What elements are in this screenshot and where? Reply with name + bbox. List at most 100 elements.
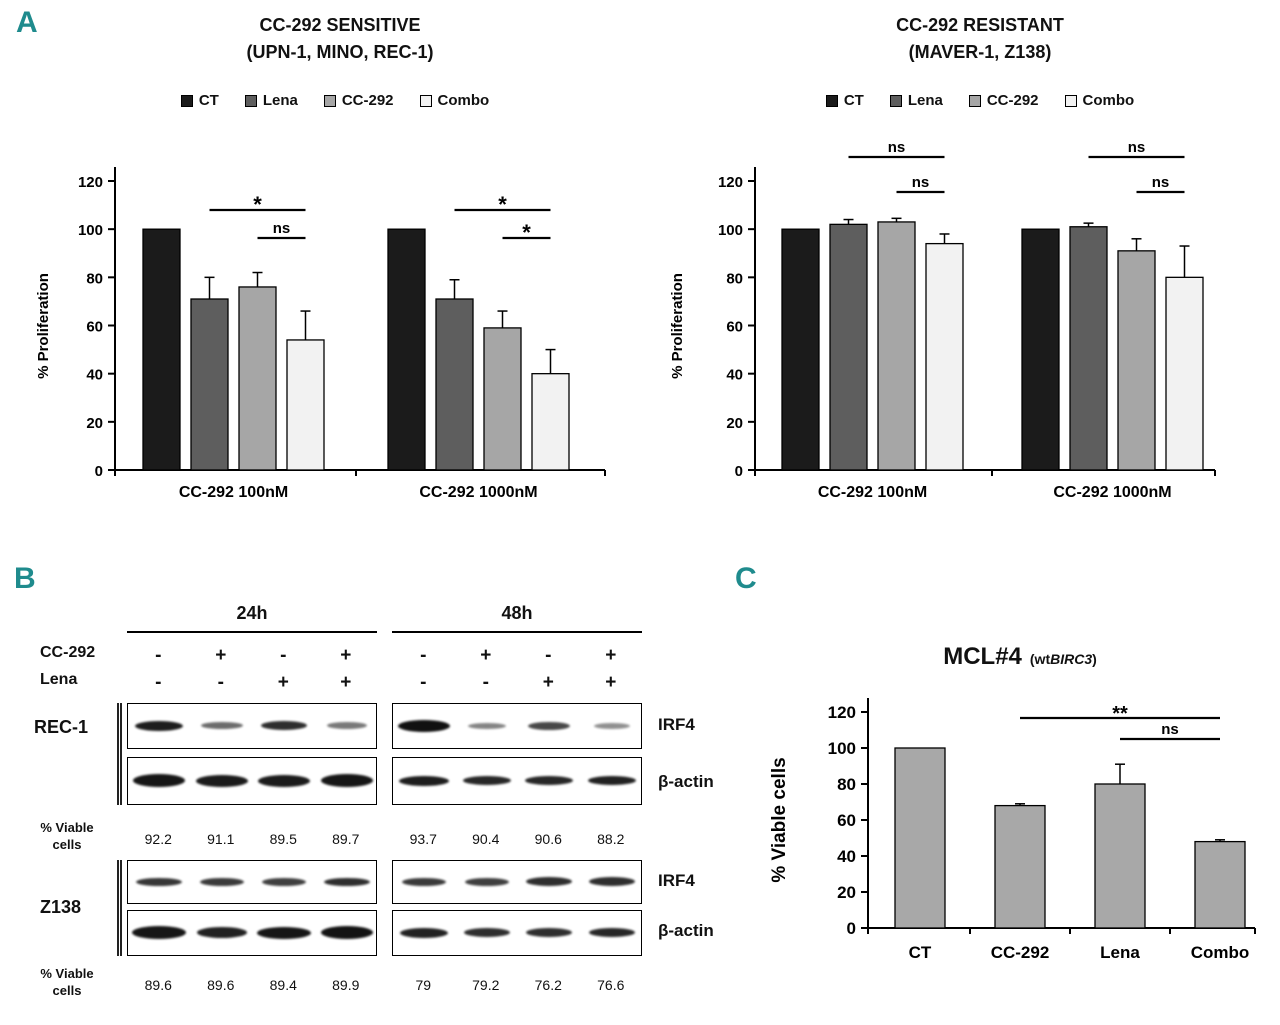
bar-CC-292 — [238, 286, 277, 471]
viability-value: 89.9 — [332, 977, 360, 993]
chart-a2-resistant-bar-chart: 0 20 40 60 80 100 120 CC-292 100nM CC-292 1000nM… — [669, 139, 1216, 501]
bar-Lena — [829, 223, 868, 471]
legend-label: CT — [198, 92, 219, 109]
protein-band — [320, 774, 373, 787]
chart-c-title-sub-suffix: ) — [1092, 651, 1097, 667]
y-tick-label: 120 — [78, 174, 103, 191]
treatment-sign: - — [545, 645, 552, 666]
protein-band — [593, 722, 630, 729]
viability-value: 76.2 — [534, 977, 562, 993]
bar-CT — [142, 228, 181, 471]
legend-label: Lena — [907, 92, 943, 109]
protein-band — [199, 877, 244, 886]
protein-band — [526, 877, 573, 886]
chart-a1-sensitive-bar-chart: 0 20 40 60 80 100 120 CC-292 100nM CC-292 1000nM… — [35, 167, 606, 501]
legend-item-cc-292: CC-292 — [968, 92, 1039, 109]
protein-band — [200, 722, 243, 729]
significance-label: ns — [888, 139, 906, 156]
y-tick-label: 0 — [735, 463, 743, 480]
protein-band — [463, 928, 510, 937]
protein-band — [257, 926, 312, 939]
rec1-viable-cells-label: % Viable cells — [40, 820, 94, 852]
protein-band — [525, 776, 574, 785]
treatment-sign: - — [155, 672, 162, 693]
y-tick-label: 40 — [837, 847, 856, 866]
significance-label: * — [253, 192, 262, 217]
legend-label: Combo — [1082, 92, 1135, 109]
y-tick-label: 0 — [95, 463, 103, 480]
protein-band — [398, 719, 451, 732]
bar-% Viable cells — [894, 747, 946, 929]
chart-c-title: MCL#4 (wtBIRC3) — [820, 643, 1220, 671]
y-axis-label: % Viable cells — [769, 757, 790, 882]
bar-CT — [387, 228, 426, 471]
viability-value: 79 — [415, 977, 432, 993]
chart-c-title-sub-prefix: (wt — [1029, 651, 1051, 667]
viability-value: 88.2 — [597, 831, 625, 847]
z138-blot-bracket — [117, 860, 122, 956]
rec1-actin-label: β-actin — [658, 772, 714, 791]
bar-Combo — [1165, 276, 1204, 471]
bar-Lena — [1069, 226, 1108, 471]
y-axis-label: % Proliferation — [35, 273, 52, 379]
protein-band — [258, 774, 311, 787]
panel-c-label: C — [735, 562, 757, 595]
y-tick-label: 40 — [86, 367, 103, 384]
significance-label: ns — [273, 220, 291, 237]
chart-a2-title: CC-292 RESISTANT (MAVER-1, Z138) — [700, 12, 1260, 66]
x-group-label: CC-292 100nM — [179, 484, 288, 501]
bar-Combo — [531, 373, 570, 471]
y-tick-label: 40 — [726, 367, 743, 384]
y-tick-label: 60 — [86, 319, 103, 336]
y-tick-label: 100 — [718, 222, 743, 239]
legend-item-lena: Lena — [244, 92, 298, 109]
bar-Lena — [435, 298, 474, 471]
timepoint-24h-underline — [127, 631, 377, 633]
legend-swatch — [323, 94, 336, 107]
legend-item-ct: CT — [180, 92, 219, 109]
bar-% Viable cells — [994, 804, 1046, 929]
chart-c-viability-bar-chart: 0 20 40 60 80 100 120 CT CC-292 Lena Combo ** ns % Vi… — [769, 698, 1256, 962]
protein-band — [261, 721, 308, 730]
treatment-sign: + — [605, 672, 617, 693]
bar-Combo — [925, 242, 964, 471]
protein-band — [133, 774, 186, 787]
protein-band — [135, 720, 184, 731]
y-tick-label: 80 — [726, 270, 743, 287]
protein-band — [526, 928, 573, 937]
protein-band — [402, 877, 447, 886]
legend-swatch — [244, 94, 257, 107]
bar-% Viable cells — [1094, 783, 1146, 929]
bar-Lena — [190, 298, 229, 471]
chart-a2-title-line1: CC-292 RESISTANT — [896, 15, 1064, 35]
blot-z138-irf4_24h — [127, 860, 377, 904]
significance-label: ns — [1128, 139, 1146, 156]
significance-label: * — [522, 220, 531, 245]
legend-item-combo: Combo — [1064, 92, 1135, 109]
protein-band — [136, 877, 183, 886]
cellline-z138-label: Z138 — [40, 897, 82, 917]
z138-actin-label: β-actin — [658, 921, 714, 940]
timepoint-48h: 48h — [501, 603, 533, 623]
x-group-label: Lena — [1100, 943, 1140, 962]
x-group-label: CT — [909, 943, 932, 962]
y-tick-label: 100 — [78, 222, 103, 239]
protein-band — [262, 877, 307, 886]
legend-swatch — [419, 94, 432, 107]
viability-value: 90.4 — [472, 831, 500, 847]
protein-band — [326, 722, 367, 729]
y-tick-label: 120 — [828, 703, 856, 722]
x-group-label: Combo — [1191, 943, 1250, 962]
legend-swatch — [968, 94, 981, 107]
legend-swatch — [1064, 94, 1077, 107]
treatment-sign: + — [480, 645, 492, 666]
y-tick-label: 20 — [837, 883, 856, 902]
protein-band — [464, 877, 509, 886]
protein-band — [320, 926, 373, 939]
protein-band — [528, 721, 571, 730]
legend-item-combo: Combo — [419, 92, 489, 109]
legend-item-ct: CT — [825, 92, 864, 109]
blot-rec-1-irf4_24h — [127, 703, 377, 749]
viability-value: 89.5 — [269, 831, 297, 847]
